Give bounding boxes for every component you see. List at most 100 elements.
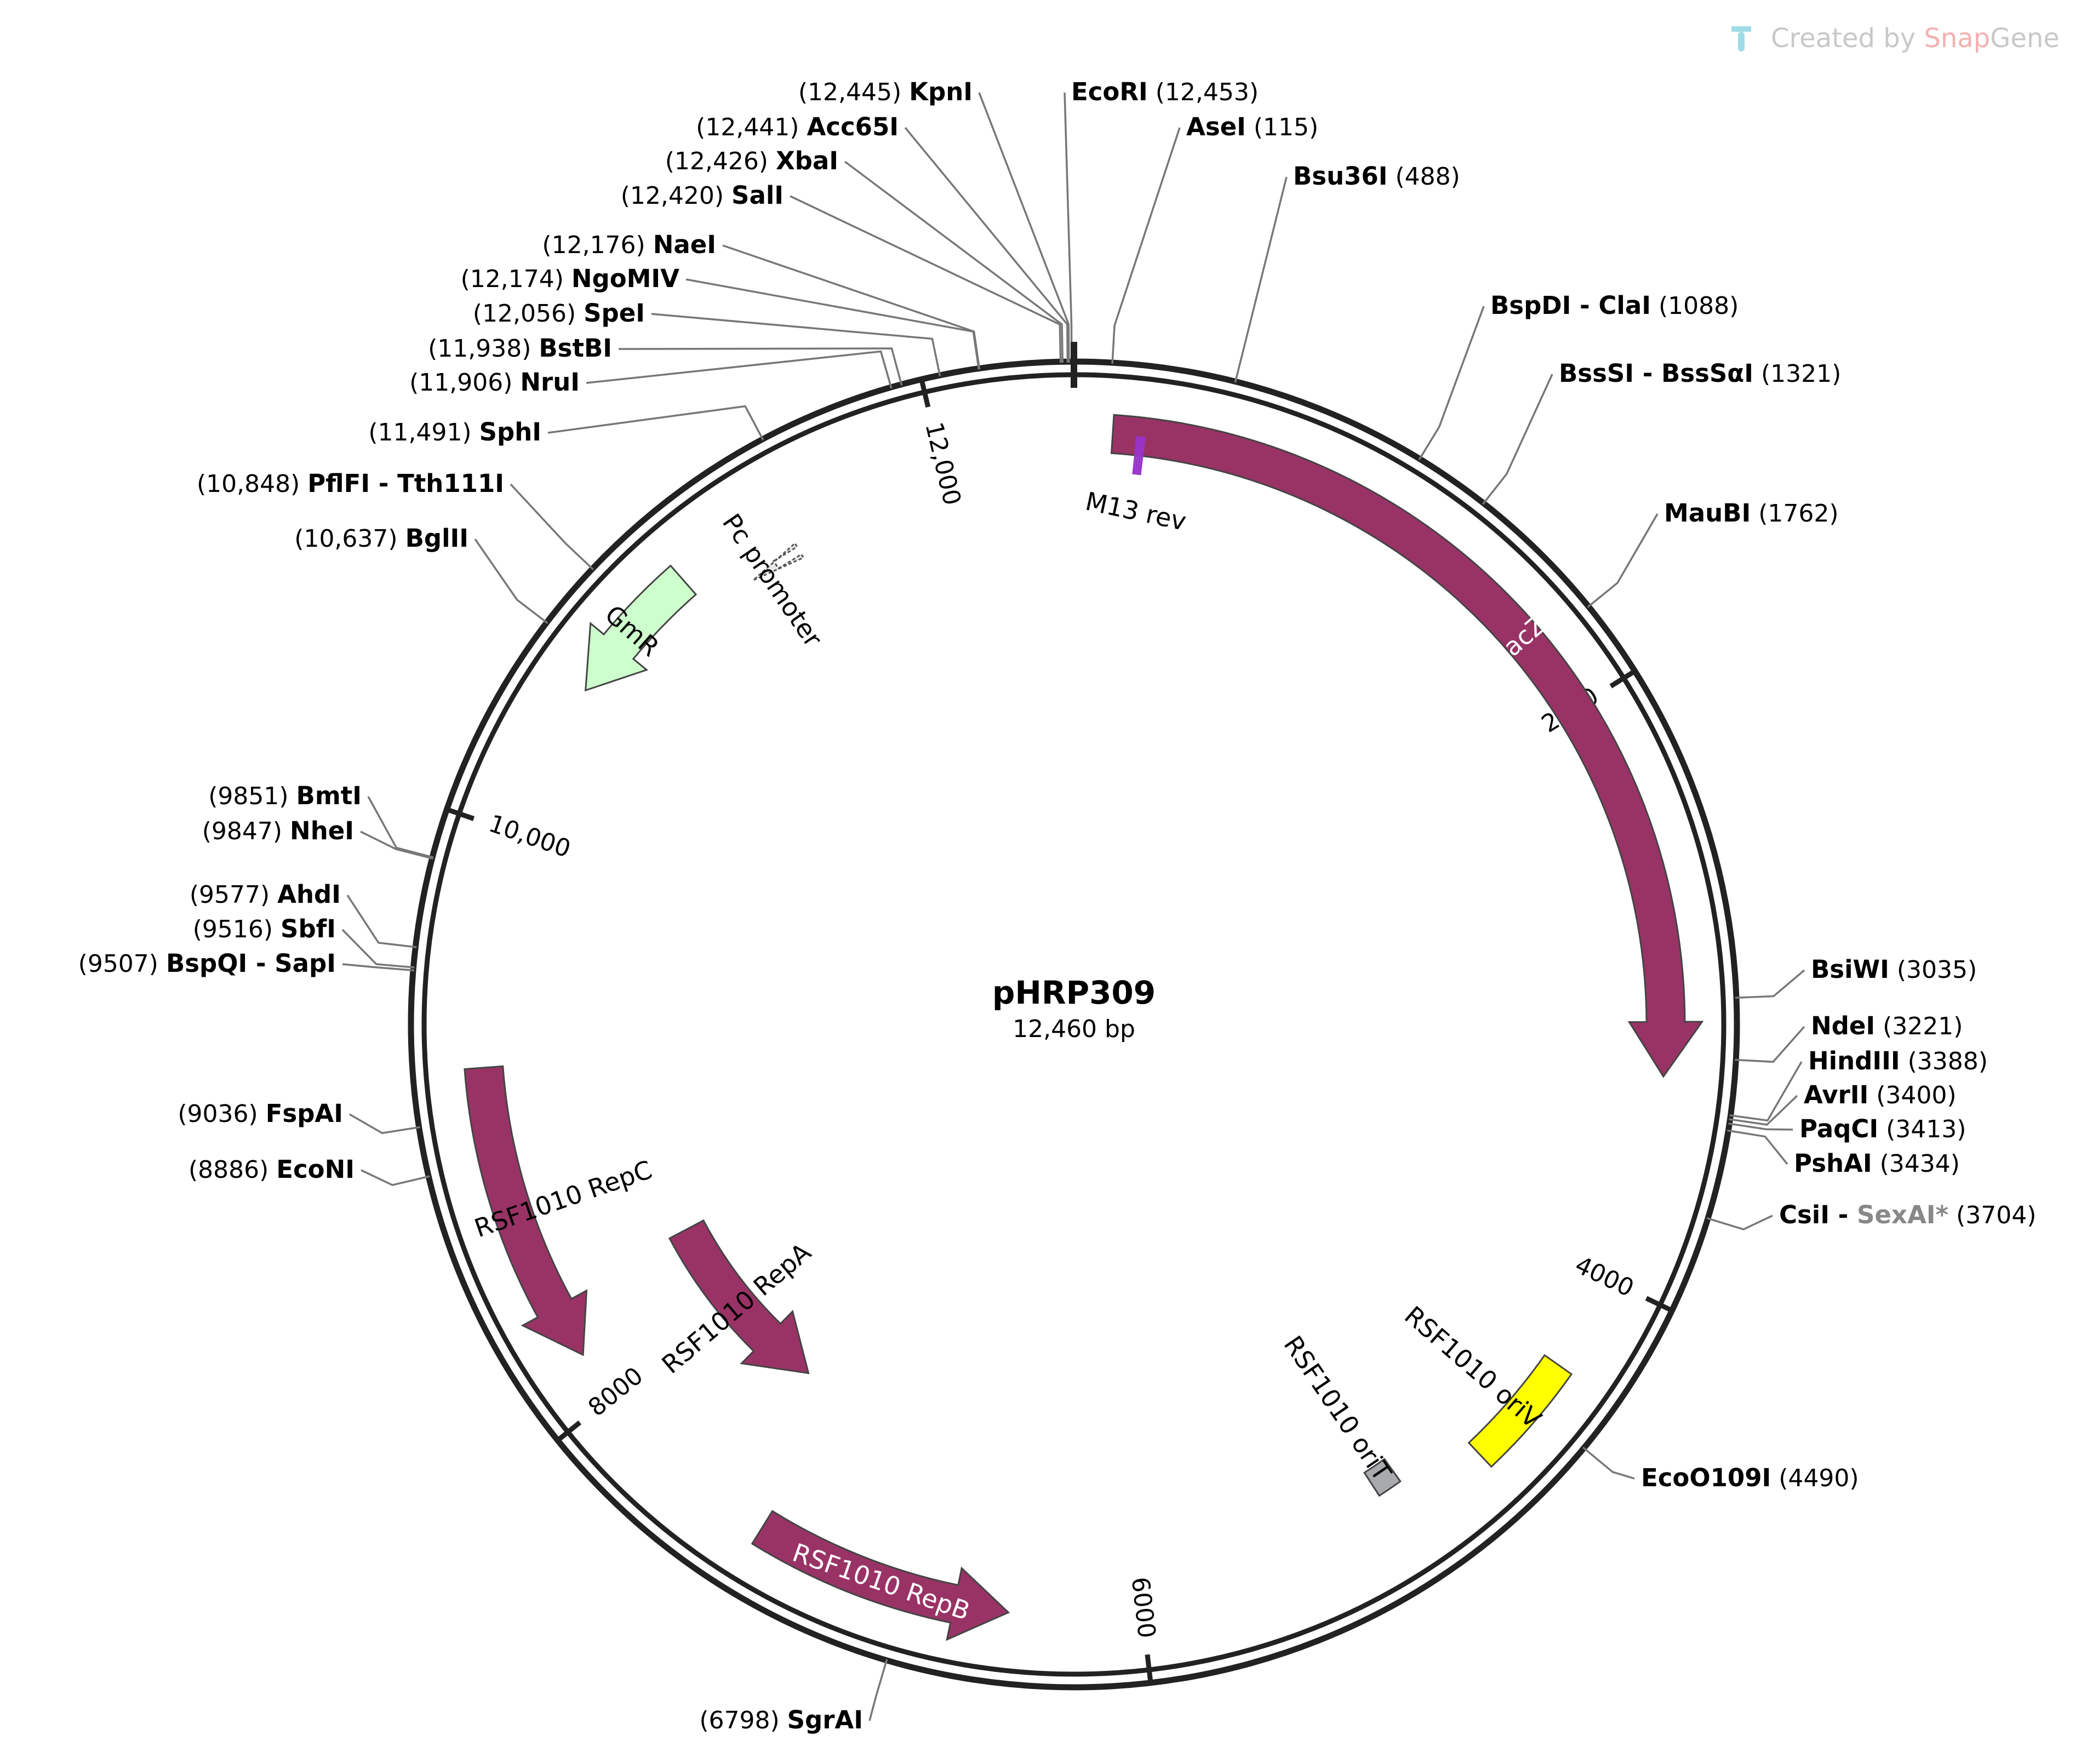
site-leader-line xyxy=(586,350,893,389)
site-name: MauBI xyxy=(1664,499,1751,528)
site-bsssi-bsss-i[interactable]: BssSI - BssSαI (1321) xyxy=(1482,359,1841,505)
site-label: (12,176) NaeI xyxy=(542,230,716,259)
site-position: (3221) xyxy=(1875,1012,1963,1040)
site-leader-line xyxy=(1735,1026,1805,1063)
feature-shape xyxy=(464,1065,588,1356)
site-name: BspQI - SapI xyxy=(166,949,336,978)
site-csii-sexai-[interactable]: CsiI - SexAI* (3704) xyxy=(1706,1200,2036,1230)
site-leader-line xyxy=(349,1113,420,1135)
site-maubi[interactable]: MauBI (1762) xyxy=(1587,499,1839,608)
site-fspai[interactable]: (9036) FspAI xyxy=(178,1099,420,1135)
site-leader-line xyxy=(474,539,548,624)
site-nrui[interactable]: (11,906) NruI xyxy=(409,350,893,397)
site-bspqi-sapi[interactable]: (9507) BspQI - SapI xyxy=(78,949,415,978)
feature-gmr[interactable]: GmR xyxy=(585,564,698,692)
site-econi[interactable]: (8886) EcoNI xyxy=(188,1155,430,1187)
site-sphi[interactable]: (11,491) SphI xyxy=(368,405,764,446)
feature-rsf1010-oriv[interactable]: RSF1010 oriV xyxy=(1399,1301,1573,1468)
site-bsu36i[interactable]: Bsu36I (488) xyxy=(1234,162,1460,383)
site-name: FspAI xyxy=(266,1099,343,1128)
site-position: (3434) xyxy=(1872,1150,1960,1178)
site-label: PshAI (3434) xyxy=(1794,1149,1960,1178)
feature-shape xyxy=(668,1219,810,1374)
site-asei[interactable]: AseI (115) xyxy=(1111,112,1318,364)
site-label: (10,848) PflFI - Tth111I xyxy=(197,469,504,498)
site-bmti[interactable]: (9851) BmtI xyxy=(208,781,434,858)
site-leader-line xyxy=(790,195,1062,363)
site-leader-line xyxy=(341,929,415,969)
feature-lacZ[interactable]: lacZ xyxy=(1110,414,1704,1078)
site-acc65i[interactable]: (12,441) Acc65I xyxy=(696,112,1069,363)
feature-pc-promoter[interactable]: Pc promoter xyxy=(717,508,828,652)
tick-mark xyxy=(1145,1654,1153,1685)
site-position: (11,906) xyxy=(409,369,520,397)
tick-label: 4000 xyxy=(1571,1251,1638,1302)
site-leader-line xyxy=(844,161,1064,363)
site-nhei[interactable]: (9847) NheI xyxy=(202,816,433,860)
site-pflfi-tth111i[interactable]: (10,848) PflFI - Tth111I xyxy=(197,469,594,570)
site-label: BspDI - ClaI (1088) xyxy=(1490,291,1739,320)
site-label: (6798) SgrAI xyxy=(699,1705,863,1734)
site-leader-line xyxy=(1706,1215,1773,1230)
site-bsiwi[interactable]: BsiWI (3035) xyxy=(1735,955,1977,999)
site-bglii[interactable]: (10,637) BglII xyxy=(294,524,548,624)
site-name: XbaI xyxy=(776,146,838,175)
site-xbai[interactable]: (12,426) XbaI xyxy=(665,146,1064,363)
site-paqci[interactable]: PaqCI (3413) xyxy=(1728,1114,1966,1143)
site-leader-line xyxy=(651,313,941,377)
site-ecori[interactable]: EcoRI (12,453) xyxy=(1064,77,1259,363)
site-label: (8886) EcoNI xyxy=(188,1155,355,1184)
site-ahdi[interactable]: (9577) AhdI xyxy=(190,880,417,948)
tick-mark xyxy=(555,1421,582,1443)
site-name: NdeI xyxy=(1811,1011,1875,1040)
site-position: (12,453) xyxy=(1148,78,1259,106)
site-ngomiv[interactable]: (12,174) NgoMIV xyxy=(461,264,980,370)
site-position: (12,420) xyxy=(621,182,731,210)
site-name: BstBI xyxy=(539,334,612,363)
site-name-nonunique: SexAI* xyxy=(1857,1200,1948,1229)
site-leader-line xyxy=(346,895,417,948)
watermark-text: Created by SnapGene xyxy=(1771,23,2060,54)
site-hindiii[interactable]: HindIII (3388) xyxy=(1729,1046,1988,1122)
site-bstbi[interactable]: (11,938) BstBI xyxy=(428,334,903,386)
site-label: MauBI (1762) xyxy=(1664,499,1839,528)
site-kpni[interactable]: (12,445) KpnI xyxy=(798,77,1070,363)
site-name: EcoO109I xyxy=(1641,1463,1771,1492)
feature-rsf1010-repa[interactable]: RSF1010 RepA xyxy=(656,1219,817,1379)
plasmid-name: pHRP309 xyxy=(992,974,1156,1011)
site-pshai[interactable]: PshAI (3434) xyxy=(1727,1129,1960,1178)
site-position: (9851) xyxy=(208,782,296,810)
tick-label: 10,000 xyxy=(485,810,574,863)
site-label: BsiWI (3035) xyxy=(1811,955,1977,984)
site-position: (10,637) xyxy=(294,525,405,553)
site-position: (115) xyxy=(1246,113,1318,141)
site-position: (9516) xyxy=(193,915,281,943)
site-bspdi-clai[interactable]: BspDI - ClaI (1088) xyxy=(1418,291,1739,461)
site-label: (12,174) NgoMIV xyxy=(461,264,680,293)
site-name: SphI xyxy=(479,417,541,446)
site-leader-line xyxy=(1729,1061,1803,1122)
site-leader-line xyxy=(868,1659,888,1721)
feature-rsf1010-orit[interactable]: RSF1010 oriT xyxy=(1278,1331,1402,1497)
site-spei[interactable]: (12,056) SpeI xyxy=(473,299,941,377)
site-label: (12,426) XbaI xyxy=(665,146,838,175)
site-sali[interactable]: (12,420) SalI xyxy=(621,181,1062,363)
feature-rsf1010-repb[interactable]: RSF1010 RepB xyxy=(751,1510,1010,1641)
site-ecoo109i[interactable]: EcoO109I (4490) xyxy=(1582,1446,1859,1492)
snapgene-logo-icon xyxy=(1731,26,1751,51)
feature-shape xyxy=(1110,414,1704,1078)
primer-bar xyxy=(1134,436,1141,475)
feature-shape xyxy=(752,542,805,581)
site-position: (10,848) xyxy=(197,470,307,498)
primer-bar xyxy=(1132,436,1139,475)
site-avrii[interactable]: AvrII (3400) xyxy=(1729,1080,1957,1126)
site-ndei[interactable]: NdeI (3221) xyxy=(1735,1011,1963,1063)
site-sbfi[interactable]: (9516) SbfI xyxy=(193,914,415,969)
site-label: EcoO109I (4490) xyxy=(1641,1463,1859,1492)
site-naei[interactable]: (12,176) NaeI xyxy=(542,230,981,370)
site-label: (12,441) Acc65I xyxy=(696,112,899,141)
site-leader-line xyxy=(1111,127,1181,364)
site-sgrai[interactable]: (6798) SgrAI xyxy=(699,1659,888,1734)
